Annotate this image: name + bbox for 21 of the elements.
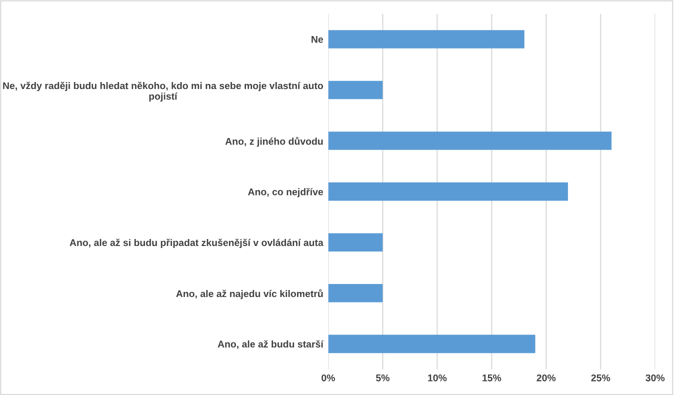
x-tick-label: 30% <box>646 374 665 382</box>
bar <box>328 284 383 302</box>
y-tick-label: Ano, ale až najedu víc kilometrů <box>176 289 323 300</box>
x-tick-label: 25% <box>591 374 610 382</box>
x-tick-label: 0% <box>322 374 336 382</box>
y-tick-label: Ne, vždy raději budu hledat někoho, kdo mi na sebe moje vlastní auto pojistí <box>3 82 324 102</box>
bar <box>328 132 612 150</box>
x-tick-label: 5% <box>376 374 390 382</box>
bar <box>328 182 568 201</box>
bar <box>328 30 524 48</box>
bar <box>328 233 383 252</box>
x-tick-label: 10% <box>428 374 447 382</box>
y-tick-label: Ano, ale až budu starší <box>218 340 324 349</box>
x-tick-label: 15% <box>482 374 502 382</box>
y-tick-label: Ano, ale až si budu připadat zkušenější v ovládání auta <box>70 238 324 248</box>
bar <box>328 80 383 100</box>
y-tick-label: Ano, co nejdříve <box>248 188 324 198</box>
x-tick-label: 20% <box>536 374 556 382</box>
y-tick-label: Ne <box>312 36 324 43</box>
bar <box>328 334 536 354</box>
y-tick-label: Ano, z jiného důvodu <box>225 136 323 147</box>
